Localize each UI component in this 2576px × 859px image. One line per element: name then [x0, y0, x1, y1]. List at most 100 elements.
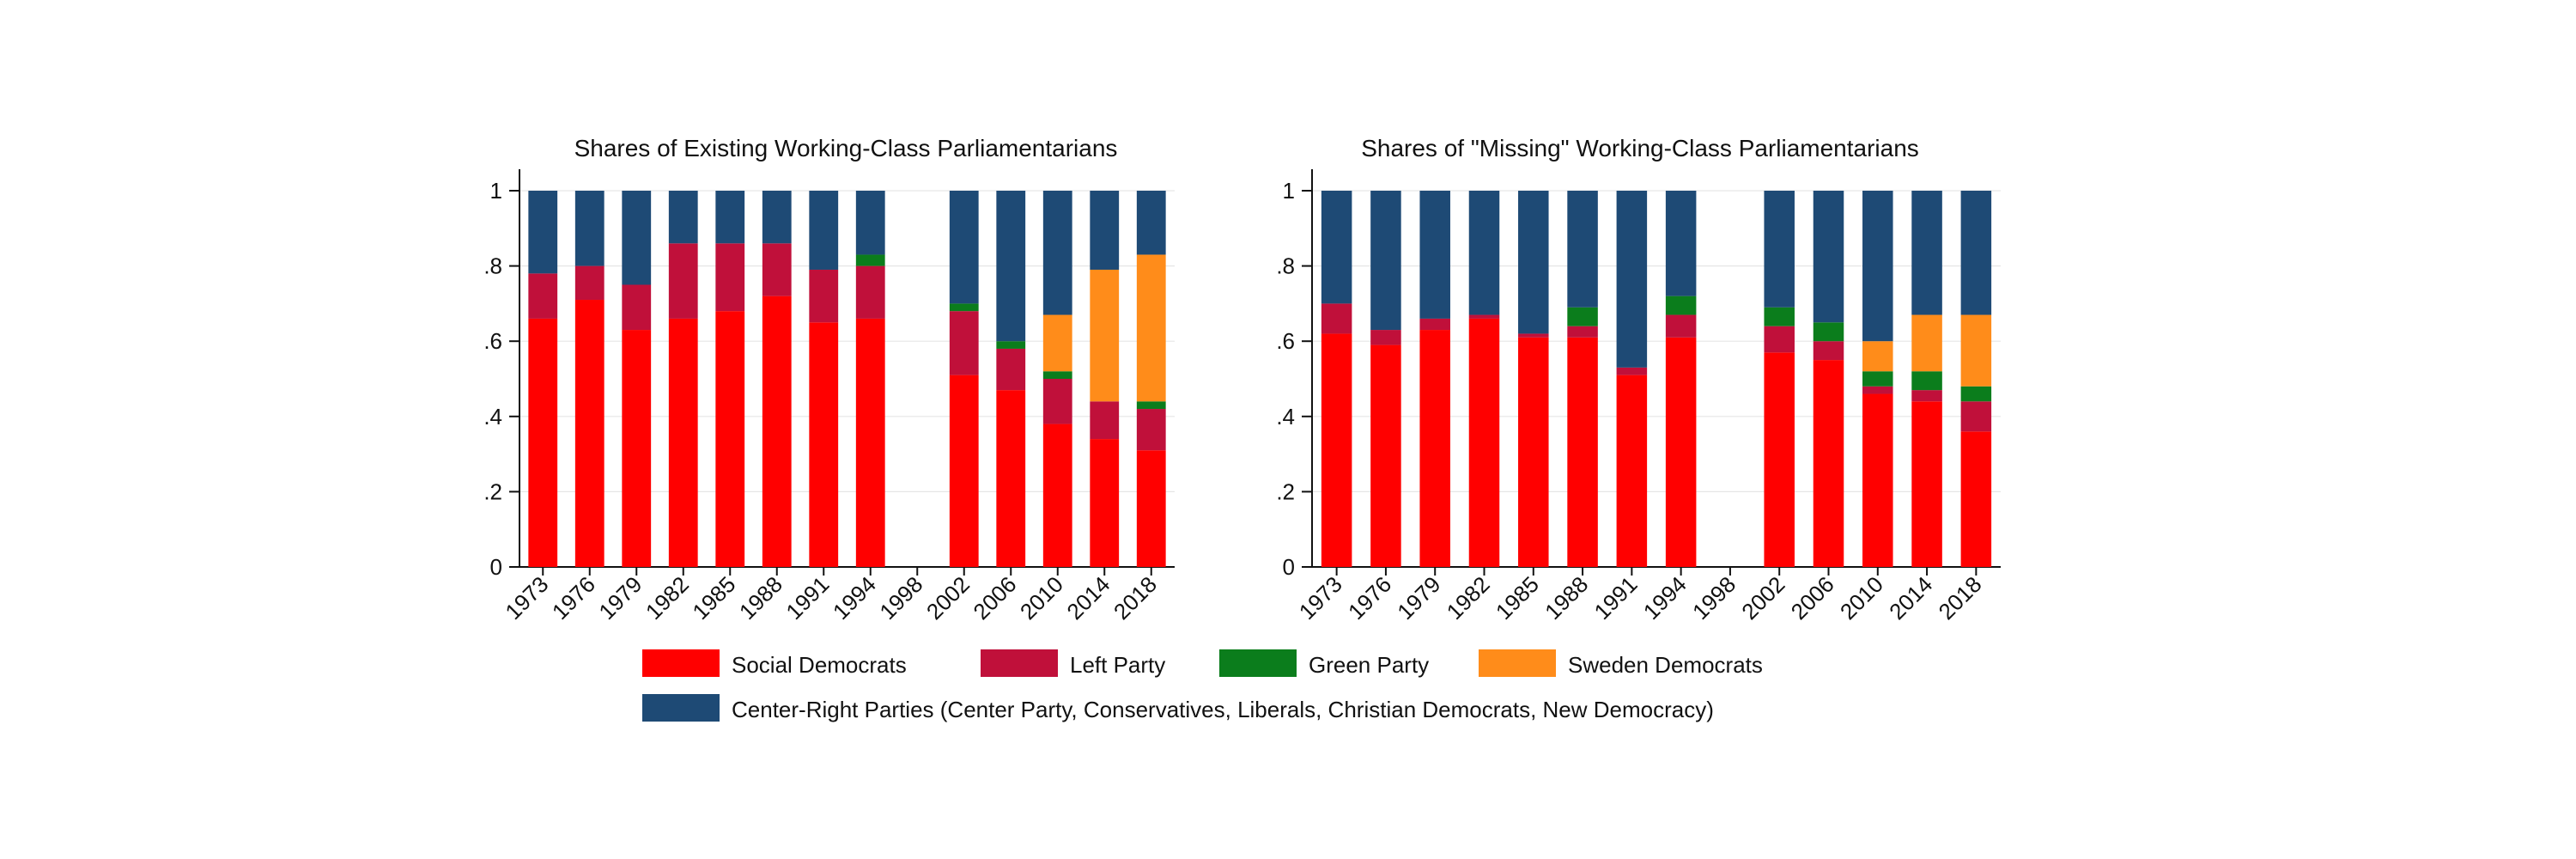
legend-label-green-party: Green Party: [1309, 652, 1429, 678]
bar-segment-left-party-1988: [762, 243, 792, 296]
bar-segment-left-party-1982: [1468, 314, 1500, 319]
y-tick-label: 1: [490, 178, 502, 204]
bar-segment-green-party-1988: [1567, 307, 1598, 326]
bar-segment-left-party-2002: [1764, 326, 1795, 353]
bar-segment-social-democrats-1979: [1419, 330, 1450, 567]
bar-segment-center-right-2014: [1090, 191, 1120, 270]
bar-segment-left-party-2018: [1960, 401, 1992, 432]
chart-panel-missing: Shares of "Missing" Working-Class Parlia…: [1276, 135, 2001, 624]
bar-segment-center-right-2006: [996, 191, 1026, 342]
legend-swatch-center-right: [642, 694, 720, 722]
y-tick-label: .2: [483, 478, 502, 504]
bar-segment-green-party-1994: [1665, 295, 1697, 315]
bar-segment-left-party-1985: [715, 243, 745, 312]
bar-segment-left-party-2006: [1813, 341, 1844, 361]
bar-segment-center-right-1973: [528, 191, 558, 274]
bar-segment-social-democrats-1976: [1370, 344, 1401, 567]
legend-label-social-democrats: Social Democrats: [732, 652, 907, 678]
bar-segment-social-democrats-1985: [715, 311, 745, 567]
y-tick-label: .8: [483, 253, 502, 279]
bar-segment-social-democrats-1991: [1616, 375, 1648, 567]
legend-label-left-party: Left Party: [1070, 652, 1165, 678]
y-tick-label: .6: [483, 328, 502, 354]
bar-segment-center-right-2018: [1136, 191, 1166, 255]
bar-segment-center-right-2010: [1862, 191, 1893, 342]
bar-segment-sweden-democrats-2010: [1042, 314, 1072, 372]
y-tick-label: 1: [1283, 178, 1295, 204]
bar-segment-left-party-1976: [574, 265, 605, 301]
bar-segment-center-right-2006: [1813, 191, 1844, 323]
bar-segment-left-party-2014: [1911, 390, 1942, 402]
bar-segment-left-party-1985: [1518, 333, 1549, 338]
bar-segment-center-right-1982: [668, 191, 698, 244]
bar-segment-sweden-democrats-2014: [1911, 314, 1942, 372]
bar-segment-center-right-1988: [762, 191, 792, 244]
bar-segment-sweden-democrats-2018: [1136, 254, 1166, 402]
legend-label-center-right: Center-Right Parties (Center Party, Cons…: [732, 697, 1714, 722]
bar-segment-center-right-1991: [1616, 191, 1648, 368]
bar-segment-social-democrats-2010: [1862, 393, 1893, 567]
bar-segment-social-democrats-1982: [668, 318, 698, 567]
bar-segment-social-democrats-1988: [762, 295, 792, 567]
bar-segment-social-democrats-1988: [1567, 337, 1598, 567]
legend-item-center-right: Center-Right Parties (Center Party, Cons…: [642, 694, 1714, 722]
bar-segment-sweden-democrats-2018: [1960, 314, 1992, 387]
bar-segment-social-democrats-2002: [949, 375, 979, 567]
legend-item-green-party: Green Party: [1219, 649, 1429, 678]
bar-segment-left-party-2010: [1862, 386, 1893, 394]
bar-segment-green-party-2006: [996, 341, 1026, 349]
bar-segment-left-party-1988: [1567, 326, 1598, 338]
bar-segment-center-right-1979: [1419, 191, 1450, 319]
y-tick-label: .2: [1276, 478, 1295, 504]
bar-segment-left-party-1979: [622, 284, 652, 331]
bar-segment-center-right-2010: [1042, 191, 1072, 315]
legend-swatch-green-party: [1219, 649, 1297, 677]
bar-segment-center-right-1994: [1665, 191, 1697, 296]
bar-segment-left-party-2010: [1042, 379, 1072, 424]
bar-segment-center-right-1985: [1518, 191, 1549, 334]
bar-segment-left-party-1976: [1370, 330, 1401, 345]
bar-segment-green-party-2014: [1911, 371, 1942, 391]
bar-segment-left-party-1991: [1616, 367, 1648, 375]
y-tick-label: .6: [1276, 328, 1295, 354]
y-tick-label: .4: [483, 404, 502, 430]
bar-segment-left-party-2018: [1136, 409, 1166, 451]
bar-segment-social-democrats-2002: [1764, 352, 1795, 567]
bar-segment-center-right-1979: [622, 191, 652, 285]
y-tick-label: 0: [1283, 554, 1295, 580]
bar-segment-left-party-1973: [528, 273, 558, 319]
legend-label-sweden-democrats: Sweden Democrats: [1568, 652, 1763, 678]
bar-segment-green-party-2018: [1136, 401, 1166, 410]
bar-segment-social-democrats-2018: [1960, 431, 1992, 567]
bar-segment-green-party-2006: [1813, 322, 1844, 342]
bar-segment-left-party-1991: [809, 269, 839, 323]
bar-segment-left-party-1982: [668, 243, 698, 319]
bar-segment-social-democrats-2006: [1813, 360, 1844, 567]
bar-segment-left-party-2002: [949, 311, 979, 375]
bar-segment-social-democrats-1979: [622, 330, 652, 567]
bar-segment-center-right-2018: [1960, 191, 1992, 315]
legend: Social Democrats Left Party Green Party …: [642, 649, 1763, 722]
chart-title: Shares of Existing Working-Class Parliam…: [574, 135, 1118, 161]
bar-segment-social-democrats-1994: [1665, 337, 1697, 567]
bar-segment-sweden-democrats-2014: [1090, 269, 1120, 402]
bar-segment-center-right-2002: [1764, 191, 1795, 308]
bar-segment-social-democrats-2014: [1911, 401, 1942, 567]
bar-segment-green-party-2010: [1862, 371, 1893, 387]
bar-segment-center-right-1976: [574, 191, 605, 266]
y-tick-label: .8: [1276, 253, 1295, 279]
y-tick-label: .4: [1276, 404, 1295, 430]
chart-title: Shares of "Missing" Working-Class Parlia…: [1361, 135, 1919, 161]
bar-segment-green-party-1994: [855, 254, 885, 266]
bar-segment-social-democrats-2006: [996, 390, 1026, 567]
legend-item-left-party: Left Party: [981, 649, 1165, 678]
bar-segment-left-party-1994: [855, 265, 885, 319]
bar-segment-center-right-1973: [1321, 191, 1352, 304]
bar-segment-green-party-2010: [1042, 371, 1072, 379]
bar-segment-green-party-2002: [949, 303, 979, 312]
bar-segment-center-right-2014: [1911, 191, 1942, 315]
bar-segment-left-party-1979: [1419, 318, 1450, 331]
bar-segment-social-democrats-2010: [1042, 423, 1072, 567]
y-tick-label: 0: [490, 554, 502, 580]
legend-item-social-democrats: Social Democrats: [642, 649, 907, 678]
